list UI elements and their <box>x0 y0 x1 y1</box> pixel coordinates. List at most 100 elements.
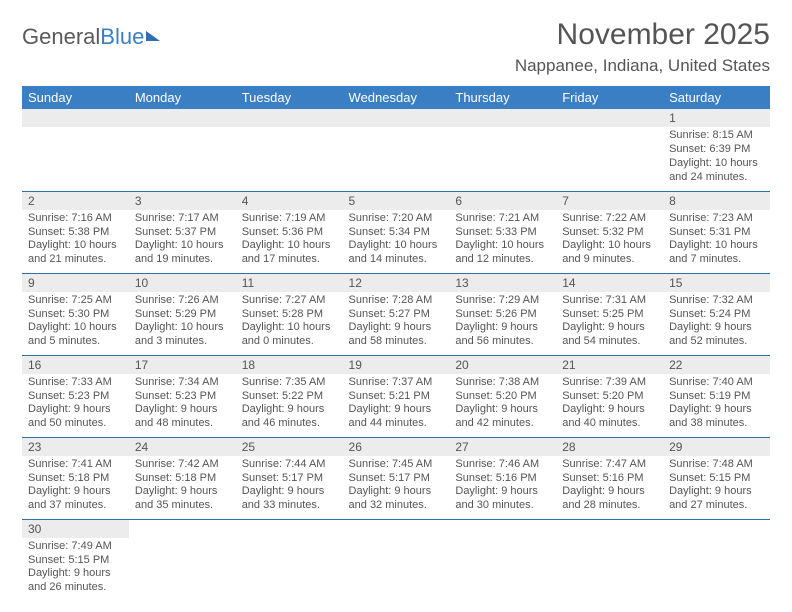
day-number <box>236 109 343 127</box>
day-number <box>556 520 663 538</box>
day-number: 1 <box>663 109 770 127</box>
sunset-text: Sunset: 5:17 PM <box>242 472 337 486</box>
day-number: 22 <box>663 356 770 374</box>
sunset-text: Sunset: 5:23 PM <box>135 390 230 404</box>
day-header: Saturday <box>663 86 770 109</box>
daylight-text: Daylight: 10 hours and 7 minutes. <box>669 239 764 267</box>
day-number <box>343 109 450 127</box>
calendar-cell: 25Sunrise: 7:44 AMSunset: 5:17 PMDayligh… <box>236 437 343 519</box>
sunset-text: Sunset: 5:18 PM <box>28 472 123 486</box>
calendar-cell <box>129 109 236 191</box>
sunset-text: Sunset: 5:21 PM <box>349 390 444 404</box>
daylight-text: Daylight: 9 hours and 50 minutes. <box>28 403 123 431</box>
calendar-cell <box>129 519 236 601</box>
day-number: 16 <box>22 356 129 374</box>
sunrise-text: Sunrise: 7:17 AM <box>135 212 230 226</box>
day-number: 5 <box>343 192 450 210</box>
day-header: Wednesday <box>343 86 450 109</box>
day-body: Sunrise: 7:28 AMSunset: 5:27 PMDaylight:… <box>343 292 450 353</box>
sunset-text: Sunset: 5:19 PM <box>669 390 764 404</box>
daylight-text: Daylight: 9 hours and 28 minutes. <box>562 485 657 513</box>
calendar-cell: 16Sunrise: 7:33 AMSunset: 5:23 PMDayligh… <box>22 355 129 437</box>
calendar-cell: 29Sunrise: 7:48 AMSunset: 5:15 PMDayligh… <box>663 437 770 519</box>
sunset-text: Sunset: 5:33 PM <box>455 226 550 240</box>
calendar-cell: 15Sunrise: 7:32 AMSunset: 5:24 PMDayligh… <box>663 273 770 355</box>
calendar-body: 1Sunrise: 8:15 AMSunset: 6:39 PMDaylight… <box>22 109 770 601</box>
sunrise-text: Sunrise: 7:16 AM <box>28 212 123 226</box>
day-number: 30 <box>22 520 129 538</box>
sunrise-text: Sunrise: 7:49 AM <box>28 540 123 554</box>
calendar-week: 2Sunrise: 7:16 AMSunset: 5:38 PMDaylight… <box>22 191 770 273</box>
day-number: 4 <box>236 192 343 210</box>
sunset-text: Sunset: 5:28 PM <box>242 308 337 322</box>
day-number <box>663 520 770 538</box>
daylight-text: Daylight: 9 hours and 58 minutes. <box>349 321 444 349</box>
day-number: 7 <box>556 192 663 210</box>
day-number: 13 <box>449 274 556 292</box>
day-number <box>129 520 236 538</box>
calendar-cell: 10Sunrise: 7:26 AMSunset: 5:29 PMDayligh… <box>129 273 236 355</box>
calendar-cell: 12Sunrise: 7:28 AMSunset: 5:27 PMDayligh… <box>343 273 450 355</box>
calendar-cell <box>343 109 450 191</box>
day-body: Sunrise: 7:32 AMSunset: 5:24 PMDaylight:… <box>663 292 770 353</box>
day-body: Sunrise: 7:39 AMSunset: 5:20 PMDaylight:… <box>556 374 663 435</box>
calendar-week: 16Sunrise: 7:33 AMSunset: 5:23 PMDayligh… <box>22 355 770 437</box>
sunrise-text: Sunrise: 7:39 AM <box>562 376 657 390</box>
daylight-text: Daylight: 10 hours and 14 minutes. <box>349 239 444 267</box>
day-number: 19 <box>343 356 450 374</box>
calendar-cell: 30Sunrise: 7:49 AMSunset: 5:15 PMDayligh… <box>22 519 129 601</box>
day-number: 2 <box>22 192 129 210</box>
day-number: 3 <box>129 192 236 210</box>
day-header: Friday <box>556 86 663 109</box>
day-header: Monday <box>129 86 236 109</box>
sunset-text: Sunset: 5:20 PM <box>455 390 550 404</box>
day-number: 11 <box>236 274 343 292</box>
sunrise-text: Sunrise: 7:20 AM <box>349 212 444 226</box>
calendar-cell: 20Sunrise: 7:38 AMSunset: 5:20 PMDayligh… <box>449 355 556 437</box>
calendar-week: 9Sunrise: 7:25 AMSunset: 5:30 PMDaylight… <box>22 273 770 355</box>
logo-text-2: Blue <box>100 24 144 50</box>
sunset-text: Sunset: 6:39 PM <box>669 143 764 157</box>
day-body: Sunrise: 7:46 AMSunset: 5:16 PMDaylight:… <box>449 456 556 517</box>
daylight-text: Daylight: 9 hours and 26 minutes. <box>28 567 123 595</box>
day-number: 10 <box>129 274 236 292</box>
sunset-text: Sunset: 5:24 PM <box>669 308 764 322</box>
header: GeneralBlue November 2025 Nappanee, Indi… <box>22 18 770 76</box>
calendar-cell: 9Sunrise: 7:25 AMSunset: 5:30 PMDaylight… <box>22 273 129 355</box>
calendar-cell: 26Sunrise: 7:45 AMSunset: 5:17 PMDayligh… <box>343 437 450 519</box>
calendar-cell: 11Sunrise: 7:27 AMSunset: 5:28 PMDayligh… <box>236 273 343 355</box>
calendar-cell <box>343 519 450 601</box>
daylight-text: Daylight: 10 hours and 19 minutes. <box>135 239 230 267</box>
day-number: 27 <box>449 438 556 456</box>
calendar-cell <box>236 519 343 601</box>
calendar-table: SundayMondayTuesdayWednesdayThursdayFrid… <box>22 86 770 601</box>
daylight-text: Daylight: 10 hours and 21 minutes. <box>28 239 123 267</box>
calendar-cell: 28Sunrise: 7:47 AMSunset: 5:16 PMDayligh… <box>556 437 663 519</box>
sunset-text: Sunset: 5:30 PM <box>28 308 123 322</box>
calendar-cell: 5Sunrise: 7:20 AMSunset: 5:34 PMDaylight… <box>343 191 450 273</box>
day-body: Sunrise: 7:44 AMSunset: 5:17 PMDaylight:… <box>236 456 343 517</box>
daylight-text: Daylight: 9 hours and 56 minutes. <box>455 321 550 349</box>
daylight-text: Daylight: 9 hours and 40 minutes. <box>562 403 657 431</box>
day-number <box>556 109 663 127</box>
day-number <box>22 109 129 127</box>
day-number: 9 <box>22 274 129 292</box>
day-body: Sunrise: 7:27 AMSunset: 5:28 PMDaylight:… <box>236 292 343 353</box>
day-header: Thursday <box>449 86 556 109</box>
calendar-cell: 27Sunrise: 7:46 AMSunset: 5:16 PMDayligh… <box>449 437 556 519</box>
logo-flag-icon <box>146 31 160 41</box>
sunset-text: Sunset: 5:26 PM <box>455 308 550 322</box>
day-number <box>236 520 343 538</box>
daylight-text: Daylight: 9 hours and 33 minutes. <box>242 485 337 513</box>
day-number: 25 <box>236 438 343 456</box>
daylight-text: Daylight: 9 hours and 32 minutes. <box>349 485 444 513</box>
daylight-text: Daylight: 9 hours and 38 minutes. <box>669 403 764 431</box>
calendar-cell: 21Sunrise: 7:39 AMSunset: 5:20 PMDayligh… <box>556 355 663 437</box>
daylight-text: Daylight: 9 hours and 44 minutes. <box>349 403 444 431</box>
day-number: 21 <box>556 356 663 374</box>
daylight-text: Daylight: 9 hours and 42 minutes. <box>455 403 550 431</box>
sunset-text: Sunset: 5:17 PM <box>349 472 444 486</box>
day-body: Sunrise: 7:38 AMSunset: 5:20 PMDaylight:… <box>449 374 556 435</box>
daylight-text: Daylight: 10 hours and 0 minutes. <box>242 321 337 349</box>
sunset-text: Sunset: 5:27 PM <box>349 308 444 322</box>
